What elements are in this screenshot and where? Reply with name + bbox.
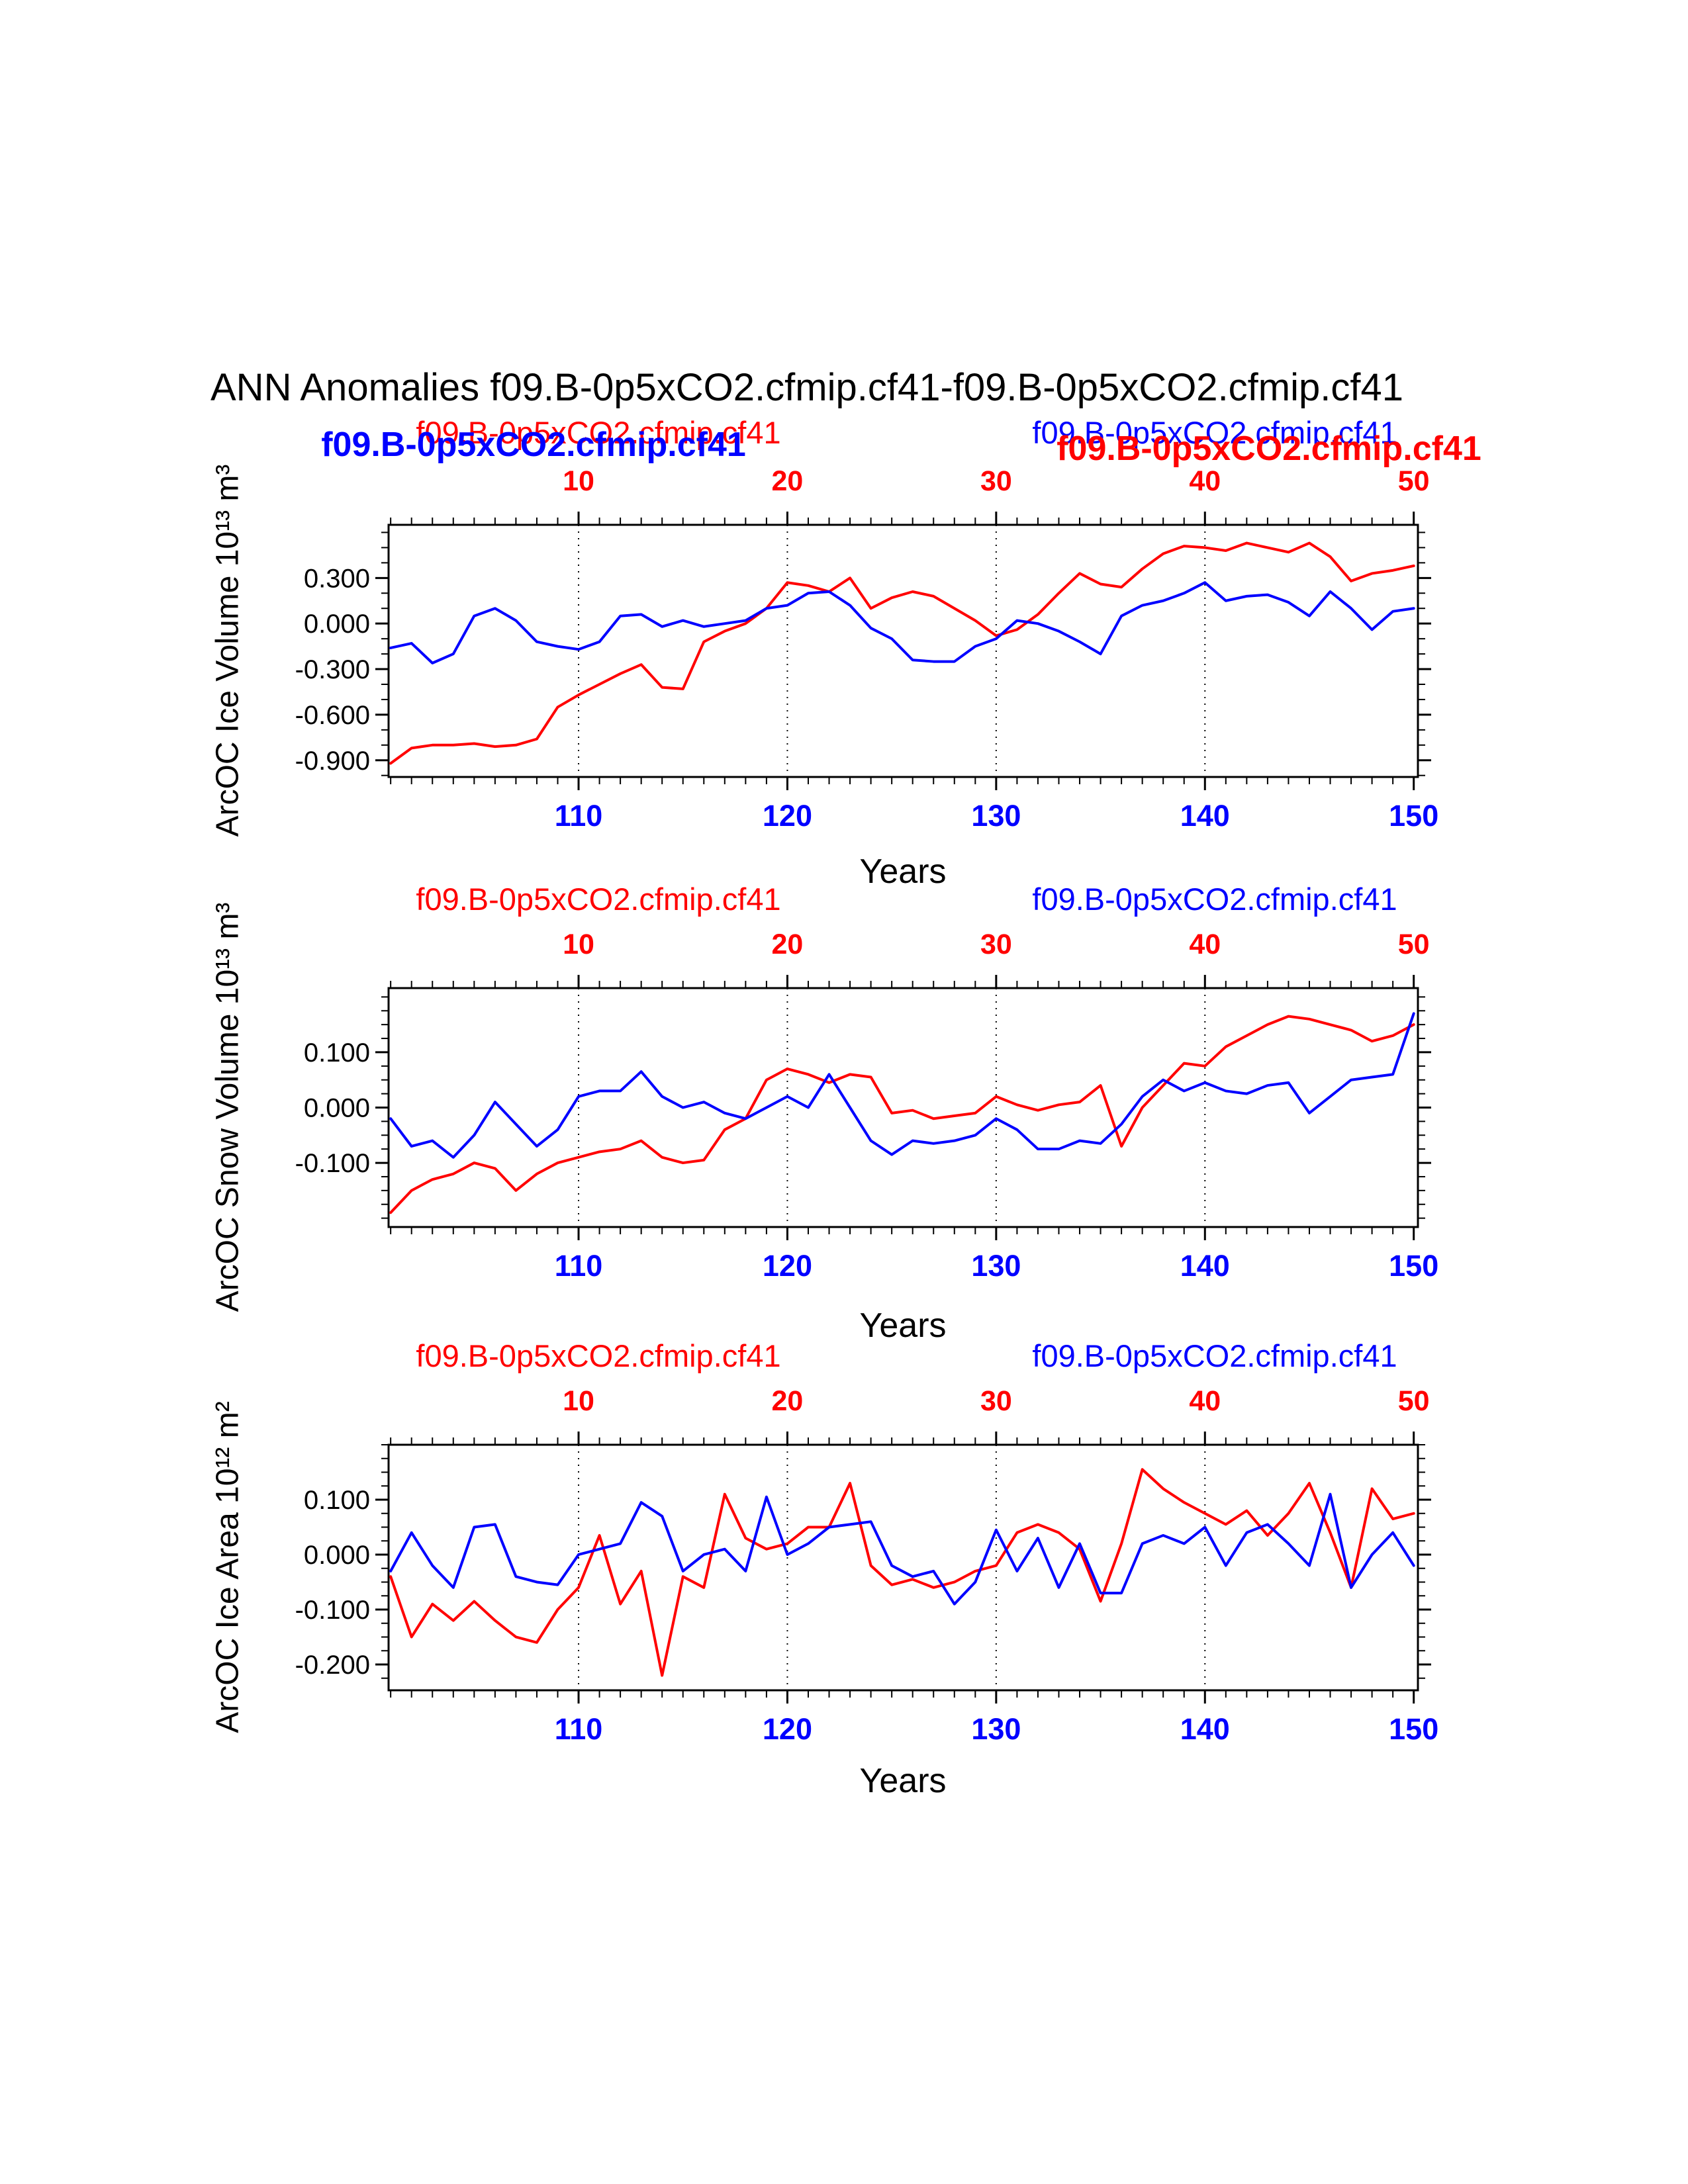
x-tick-label-top: 30	[980, 1385, 1012, 1417]
y-tick-label: -0.200	[295, 1651, 370, 1680]
x-tick-label-bottom: 130	[971, 1249, 1021, 1283]
x-tick-label-top: 10	[563, 465, 594, 497]
y-tick-label: -0.300	[295, 655, 370, 684]
x-tick-label-top: 50	[1398, 929, 1430, 960]
panel2-legend-blue: f09.B-0p5xCO2.cfmip.cf41	[1032, 882, 1397, 917]
x-tick-label-bottom: 130	[971, 799, 1021, 833]
x-tick-label-bottom: 120	[763, 1249, 812, 1283]
x-tick-label-bottom: 110	[555, 1249, 603, 1283]
x-tick-label-bottom: 150	[1389, 1712, 1438, 1746]
x-tick-label-top: 40	[1189, 465, 1221, 497]
x-tick-label-bottom: 120	[763, 1712, 812, 1746]
x-tick-label-top: 10	[563, 929, 594, 960]
x-tick-label-top: 20	[772, 465, 804, 497]
figure-legend-bold-red: f09.B-0p5xCO2.cfmip.cf41	[1056, 430, 1481, 468]
panel2-y-axis-title: ArcOC Snow Volume 10¹³ m³	[210, 902, 246, 1312]
x-tick-label-top: 20	[772, 1385, 804, 1417]
x-tick-label-bottom: 120	[763, 799, 812, 833]
x-tick-label-top: 10	[563, 1385, 594, 1417]
x-tick-label-top: 40	[1189, 1385, 1221, 1417]
y-tick-label: 0.300	[304, 564, 370, 593]
y-tick-label: 0.100	[304, 1486, 370, 1515]
x-tick-label-bottom: 150	[1389, 799, 1438, 833]
x-tick-label-bottom: 140	[1180, 799, 1230, 833]
panel1-y-axis-title: ArcOC Ice Volume 10¹³ m³	[210, 464, 246, 837]
x-tick-label-top: 30	[980, 465, 1012, 497]
series-line-red	[389, 1468, 1415, 1677]
plot-frame	[387, 987, 1419, 1228]
panel1-legend-blue: f09.B-0p5xCO2.cfmip.cf41	[1032, 415, 1397, 450]
x-tick-label-bottom: 110	[555, 1712, 603, 1746]
series-line-blue	[389, 1492, 1415, 1606]
figure-legend-bold-blue: f09.B-0p5xCO2.cfmip.cf41	[321, 426, 746, 464]
x-tick-label-bottom: 140	[1180, 1712, 1230, 1746]
series-line-blue	[389, 581, 1415, 664]
panel-2: 0.100 0.000 -0.100 110 10 120 20 130 30 140 40 150 5…	[295, 929, 1439, 1283]
panel-1: 0.300 0.000 -0.300 -0.600 -0.900 110 10 120 20 13…	[295, 465, 1439, 833]
panel1-legend-red: f09.B-0p5xCO2.cfmip.cf41	[416, 415, 781, 450]
y-tick-label: 0.000	[304, 1094, 370, 1123]
y-tick-label: -0.100	[295, 1596, 370, 1625]
panel2-legend-red: f09.B-0p5xCO2.cfmip.cf41	[416, 882, 781, 917]
plot-frame	[387, 1443, 1419, 1692]
x-tick-label-top: 20	[772, 929, 804, 960]
x-tick-label-bottom: 130	[971, 1712, 1021, 1746]
x-tick-label-top: 30	[980, 929, 1012, 960]
x-tick-label-bottom: 110	[555, 799, 603, 833]
y-tick-label: -0.100	[295, 1149, 370, 1178]
x-tick-label-bottom: 150	[1389, 1249, 1438, 1283]
y-tick-label: 0.100	[304, 1038, 370, 1068]
x-tick-label-bottom: 140	[1180, 1249, 1230, 1283]
y-tick-label: -0.600	[295, 701, 370, 730]
series-line-red	[389, 541, 1415, 765]
y-tick-label: -0.900	[295, 747, 370, 776]
figure-title: ANN Anomalies f09.B-0p5xCO2.cfmip.cf41-f…	[211, 366, 1403, 409]
panel3-legend-red: f09.B-0p5xCO2.cfmip.cf41	[416, 1338, 781, 1373]
y-tick-label: 0.000	[304, 1541, 370, 1570]
panel3-legend-blue: f09.B-0p5xCO2.cfmip.cf41	[1032, 1338, 1397, 1373]
plot-frame	[387, 523, 1419, 778]
x-tick-label-top: 40	[1189, 929, 1221, 960]
panel-3: 0.100 0.000 -0.100 -0.200 110 10 120 20 130 30 140…	[295, 1385, 1439, 1746]
series-line-blue	[389, 1012, 1415, 1159]
series-line-red	[389, 1015, 1415, 1214]
x-tick-label-top: 50	[1398, 1385, 1430, 1417]
y-tick-label: 0.000	[304, 610, 370, 639]
panel3-y-axis-title: ArcOC Ice Area 10¹² m²	[210, 1401, 246, 1733]
panel1-x-axis-title: Years	[859, 852, 947, 891]
panel3-x-axis-title: Years	[859, 1762, 947, 1800]
x-tick-label-top: 50	[1398, 465, 1430, 497]
panel2-x-axis-title: Years	[859, 1306, 947, 1345]
